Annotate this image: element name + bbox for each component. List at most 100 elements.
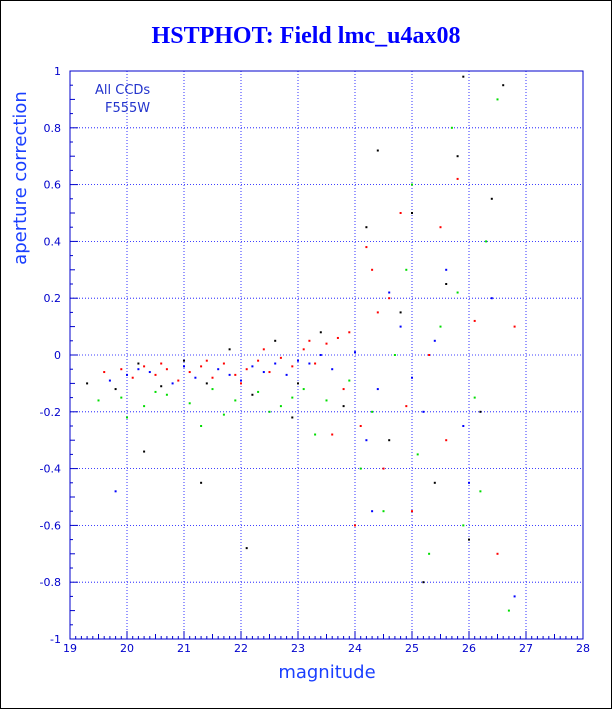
data-point xyxy=(126,416,128,419)
data-point xyxy=(393,354,396,356)
data-point xyxy=(222,413,225,416)
data-point xyxy=(314,433,317,436)
x-tick-label: 19 xyxy=(63,642,77,655)
data-point xyxy=(479,490,482,493)
data-point xyxy=(188,371,191,374)
data-point xyxy=(359,467,362,470)
data-point xyxy=(205,382,208,385)
data-point xyxy=(388,297,391,300)
data-point xyxy=(143,405,146,408)
data-point xyxy=(365,439,368,442)
plot-frame xyxy=(69,70,584,640)
data-point xyxy=(456,177,459,180)
data-point xyxy=(183,359,185,362)
y-tick-label: 0.4 xyxy=(44,235,62,248)
data-point xyxy=(274,362,277,365)
data-point xyxy=(473,319,476,322)
data-point xyxy=(371,410,374,413)
data-point xyxy=(279,405,282,408)
data-point xyxy=(205,359,208,362)
data-point xyxy=(314,362,317,365)
data-point xyxy=(308,362,311,365)
y-tick-label: -0.4 xyxy=(40,463,61,476)
x-tick-label: 23 xyxy=(291,642,305,655)
data-point xyxy=(234,399,237,402)
data-point xyxy=(154,390,157,393)
chart-title: HSTPHOT: Field lmc_u4ax08 xyxy=(151,23,461,49)
data-point xyxy=(411,212,413,214)
data-point xyxy=(490,197,493,200)
data-point xyxy=(433,339,436,342)
data-point xyxy=(507,609,510,612)
data-point xyxy=(376,311,379,314)
data-point xyxy=(462,524,465,527)
data-point xyxy=(371,510,374,513)
data-point xyxy=(348,379,351,382)
data-point xyxy=(439,325,442,328)
y-tick-label: 0 xyxy=(54,349,61,362)
y-tick-label: 1 xyxy=(54,65,61,78)
data-point xyxy=(200,365,203,368)
data-point xyxy=(165,368,168,371)
y-tick-label: 0.2 xyxy=(44,292,62,305)
data-point xyxy=(279,356,282,359)
data-point xyxy=(348,331,351,334)
data-point xyxy=(439,226,442,229)
data-point xyxy=(336,336,339,339)
data-point xyxy=(388,291,391,294)
data-point xyxy=(297,359,299,362)
data-point xyxy=(382,510,385,513)
data-point xyxy=(257,390,260,393)
data-point xyxy=(222,362,225,365)
data-point xyxy=(131,376,134,379)
data-point xyxy=(399,311,402,314)
data-point xyxy=(399,212,402,214)
data-point xyxy=(188,402,191,405)
data-point xyxy=(365,246,368,249)
data-point xyxy=(257,359,260,362)
annotation-ccds: All CCDs xyxy=(95,83,150,98)
data-point xyxy=(291,396,294,399)
y-tick-labels: -1 -0.8 -0.6 -0.4 -0.2 0 0.2 0.4 0.6 0.8 1 xyxy=(40,65,61,646)
data-point xyxy=(211,376,214,379)
y-tick-label: -1 xyxy=(50,633,61,646)
x-tick-label: 21 xyxy=(177,642,191,655)
data-point xyxy=(103,371,106,374)
data-point xyxy=(240,379,242,382)
y-tick-label: 0.8 xyxy=(44,122,62,135)
data-point xyxy=(331,433,334,436)
data-point xyxy=(428,354,431,356)
data-point xyxy=(194,376,197,379)
data-point xyxy=(108,379,111,382)
data-point xyxy=(137,362,140,365)
data-point xyxy=(154,373,157,376)
data-point xyxy=(228,348,231,351)
x-tick-label: 25 xyxy=(405,642,419,655)
data-point xyxy=(479,410,482,413)
data-point xyxy=(411,376,413,379)
data-point xyxy=(342,405,345,408)
data-point xyxy=(217,368,220,371)
data-point xyxy=(388,439,391,442)
data-point xyxy=(450,126,453,129)
x-tick-label: 24 xyxy=(348,642,362,655)
data-point xyxy=(473,396,476,399)
data-point xyxy=(428,552,431,555)
data-point xyxy=(416,453,419,456)
x-tick-label: 28 xyxy=(576,642,590,655)
data-point xyxy=(365,226,368,229)
x-tick-labels: 19 20 21 22 23 24 25 26 27 28 xyxy=(63,642,590,655)
data-point xyxy=(445,439,448,442)
y-tick-label: -0.2 xyxy=(40,406,61,419)
data-point xyxy=(490,297,493,300)
data-point xyxy=(468,481,470,484)
tick-marks xyxy=(69,70,584,640)
data-point xyxy=(405,268,408,271)
data-point xyxy=(183,365,185,368)
x-axis-label: magnitude xyxy=(278,662,375,683)
grid xyxy=(70,71,583,639)
data-point xyxy=(200,425,203,427)
data-point xyxy=(382,467,385,470)
data-point xyxy=(291,416,294,419)
